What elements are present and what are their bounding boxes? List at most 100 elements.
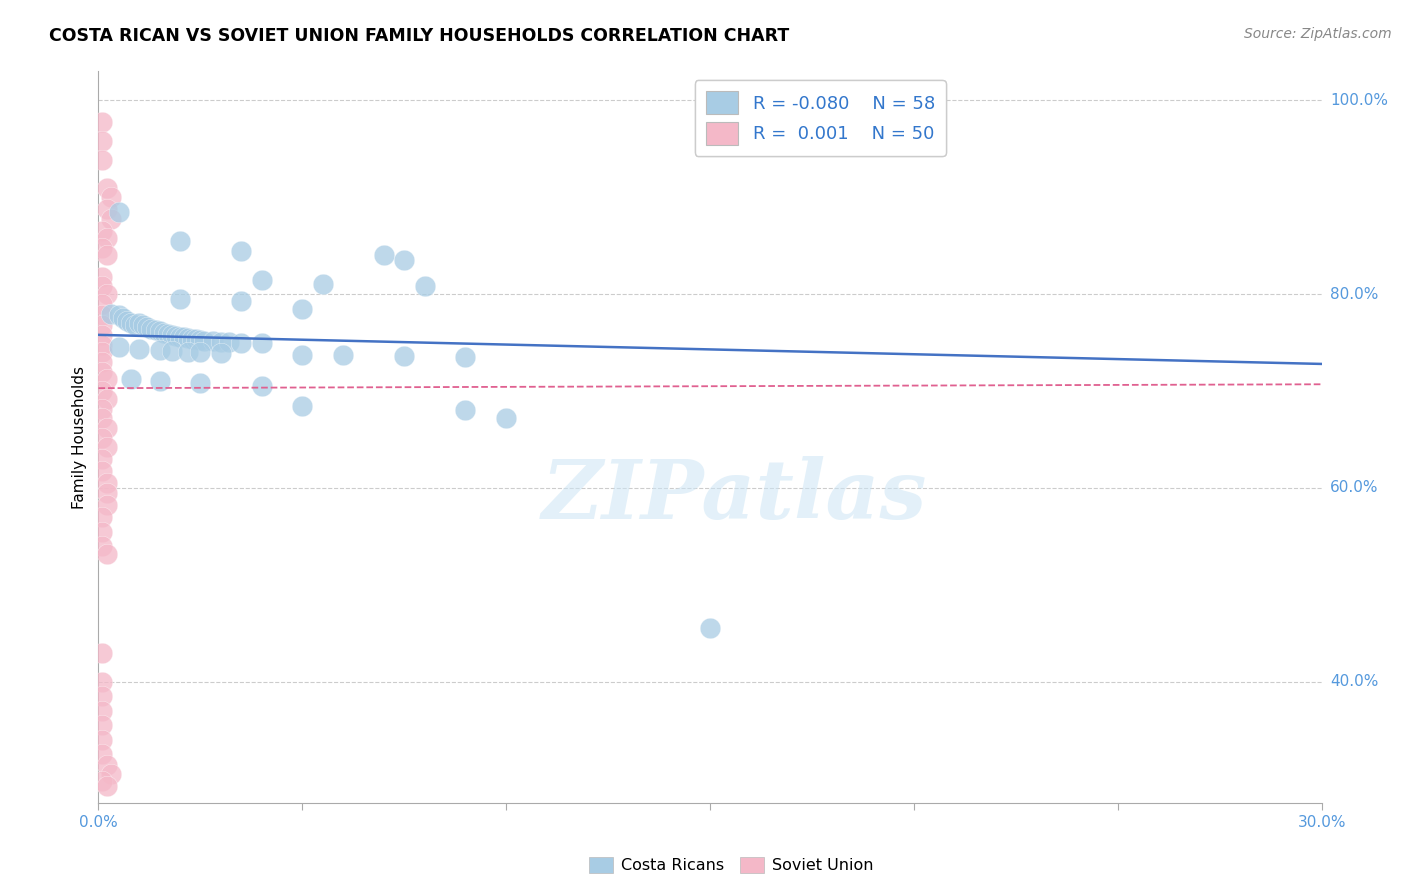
Point [91,269,114,284]
Point [160,327,183,342]
Point [132,318,155,333]
Point [91,153,114,168]
Point [96,780,118,794]
Point [373,248,395,262]
Point [169,292,191,306]
Point [91,646,114,660]
Point [91,355,114,369]
Point [96,499,118,513]
Point [91,224,114,238]
Legend: R = -0.080    N = 58, R =  0.001    N = 50: R = -0.080 N = 58, R = 0.001 N = 50 [695,80,946,156]
Text: 100.0%: 100.0% [1330,93,1388,108]
Point [91,318,114,333]
Point [91,524,114,539]
Point [91,297,114,311]
Point [413,279,436,293]
Point [392,349,416,363]
Point [91,327,114,342]
Point [152,326,174,340]
Point [188,376,212,391]
Point [91,539,114,553]
Point [149,324,172,338]
Point [160,344,183,359]
Point [91,732,114,747]
Point [181,332,204,346]
Point [291,399,314,413]
Point [91,431,114,445]
Point [91,690,114,704]
Point [96,476,118,491]
Point [96,547,118,561]
Point [96,202,118,216]
Point [96,372,118,386]
Point [218,334,240,349]
Point [250,273,273,287]
Point [96,287,118,301]
Point [96,248,118,262]
Point [231,244,253,258]
Point [91,747,114,762]
Point [120,316,142,330]
Point [96,485,118,500]
Point [291,301,314,316]
Point [91,773,114,788]
Point [312,277,335,292]
Point [96,392,118,406]
Point [96,440,118,454]
Point [91,114,114,128]
Point [108,309,131,323]
Point [250,379,273,393]
Point [120,372,142,386]
Point [100,307,122,321]
Point [100,211,122,226]
Point [495,411,517,425]
Text: COSTA RICAN VS SOVIET UNION FAMILY HOUSEHOLDS CORRELATION CHART: COSTA RICAN VS SOVIET UNION FAMILY HOUSE… [49,27,789,45]
Point [124,318,146,333]
Text: 80.0%: 80.0% [1330,286,1378,301]
Point [108,341,131,355]
Point [699,622,721,636]
Point [169,330,191,344]
Point [91,345,114,359]
Point [177,331,200,345]
Point [188,345,212,359]
Point [177,345,200,359]
Point [149,343,172,358]
Point [100,766,122,780]
Point [141,322,163,336]
Legend: Costa Ricans, Soviet Union: Costa Ricans, Soviet Union [582,850,880,880]
Point [115,314,138,328]
Point [91,241,114,255]
Point [193,334,215,348]
Y-axis label: Family Households: Family Households [72,366,87,508]
Point [186,332,208,346]
Point [454,350,477,364]
Text: 60.0%: 60.0% [1330,481,1378,495]
Point [169,234,191,248]
Point [96,180,118,194]
Point [128,316,150,330]
Point [128,343,150,357]
Point [91,510,114,524]
Point [165,329,187,343]
Point [108,204,131,219]
Point [209,346,232,360]
Point [156,326,179,341]
Point [96,758,118,772]
Point [96,421,118,435]
Point [392,253,416,268]
Point [111,311,134,326]
Point [201,334,224,348]
Point [91,674,114,689]
Point [91,365,114,379]
Point [91,451,114,466]
Text: 40.0%: 40.0% [1330,674,1378,690]
Point [91,411,114,425]
Point [91,337,114,351]
Point [231,293,253,308]
Point [91,279,114,293]
Point [145,323,167,337]
Point [91,309,114,323]
Point [454,403,477,417]
Point [149,375,172,389]
